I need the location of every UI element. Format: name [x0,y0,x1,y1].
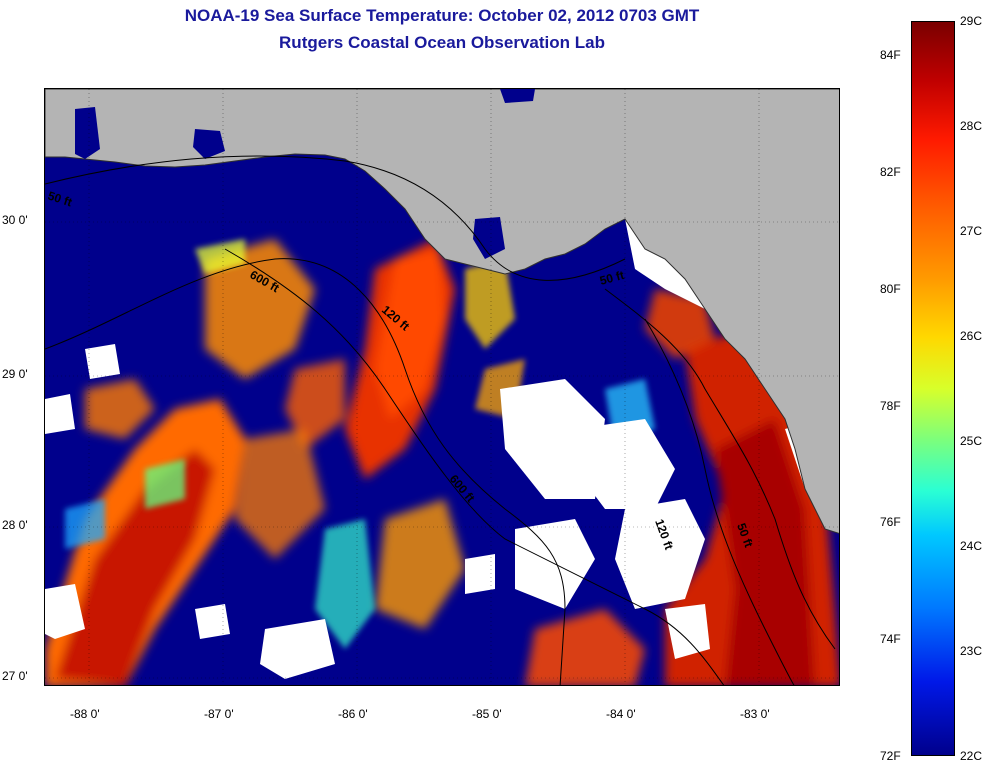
coastal-bays [75,89,535,259]
colorbar-celsius-label: 24C [960,539,983,553]
lat-label: 29 0' [2,367,28,381]
lat-label: 30 0' [2,213,28,227]
coastline-land [45,89,839,534]
map-subtitle: Rutgers Coastal Ocean Observation Lab [279,33,605,52]
temperature-colorbar [911,21,955,756]
lon-label: -83 0' [740,707,770,721]
lon-label: -85 0' [472,707,502,721]
transition-layer [65,239,685,649]
colorbar-celsius-label: 28C [960,119,983,133]
warm-water-layer [45,239,839,685]
lon-label: -87 0' [204,707,234,721]
colorbar-celsius-label: 26C [960,329,983,343]
colorbar-fahrenheit-label: 82F [880,165,901,179]
lat-label: 28 0' [2,518,28,532]
colorbar-fahrenheit-label: 80F [880,282,901,296]
colorbar-celsius-label: 23C [960,644,983,658]
colorbar-celsius-label: 25C [960,434,983,448]
colorbar-fahrenheit-label: 84F [880,48,901,62]
colorbar-celsius-label: 22C [960,749,983,763]
colorbar-fahrenheit-label: 78F [880,399,901,413]
graticule [45,89,839,685]
lon-label: -86 0' [338,707,368,721]
colorbar-fahrenheit-label: 76F [880,515,901,529]
isobath-label: 50 ft [598,268,625,288]
sst-map: 50 ft 600 ft 120 ft 50 ft 600 ft 120 ft … [44,88,840,686]
colorbar-celsius-label: 29C [960,14,983,28]
colorbar-fahrenheit-label: 74F [880,632,901,646]
map-title: NOAA-19 Sea Surface Temperature: October… [184,6,700,25]
colorbar-fahrenheit-label: 72F [880,749,901,763]
lon-label: -88 0' [70,707,100,721]
lat-label: 27 0' [2,669,28,683]
colorbar-celsius-label: 27C [960,224,983,238]
lon-label: -84 0' [606,707,636,721]
isobath-contours [45,155,836,685]
